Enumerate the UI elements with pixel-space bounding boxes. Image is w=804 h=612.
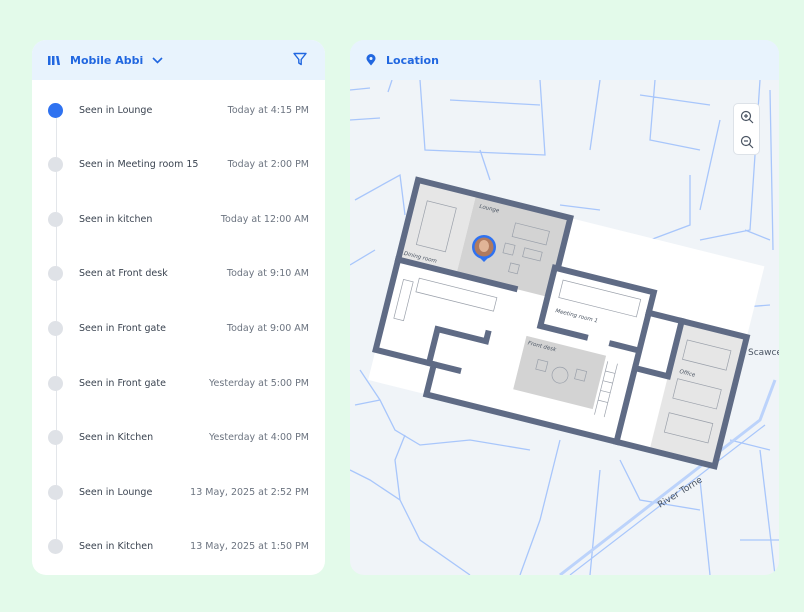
timeline-dot xyxy=(48,430,63,446)
history-label: Seen at Front desk xyxy=(79,268,168,280)
chevron-down-icon xyxy=(152,54,163,67)
history-time: Today at 2:00 PM xyxy=(227,159,309,171)
history-time: 13 May, 2025 at 2:52 PM xyxy=(190,486,309,498)
room-label-lounge: Lounge xyxy=(479,204,501,215)
room-label-office: Office xyxy=(679,369,697,379)
map-header: Location xyxy=(350,40,779,80)
history-panel: Mobile Abbi Seen in Lounge Today at 4:15 … xyxy=(32,40,325,575)
history-item[interactable]: Seen in Meeting room 15 Today at 2:00 PM xyxy=(48,155,309,175)
bars-logo-icon xyxy=(48,55,60,66)
timeline-dot xyxy=(48,375,63,391)
history-item[interactable]: Seen in Lounge Today at 4:15 PM xyxy=(48,100,309,120)
history-label: Seen in Lounge xyxy=(79,486,153,498)
timeline-dot xyxy=(48,266,63,282)
front-desk-area xyxy=(513,335,607,410)
history-label: Seen in Lounge xyxy=(79,104,153,116)
history-header: Mobile Abbi xyxy=(32,40,325,80)
history-item[interactable]: Seen at Front desk Today at 9:10 AM xyxy=(48,264,309,284)
street-label-scawcett: Scawcett xyxy=(748,348,779,358)
location-pin-icon xyxy=(366,54,376,66)
timeline-dot xyxy=(48,539,63,555)
history-time: Today at 9:00 AM xyxy=(226,322,309,334)
history-time: Yesterday at 4:00 PM xyxy=(209,432,309,444)
history-time: Yesterday at 5:00 PM xyxy=(209,377,309,389)
history-label: Seen in Kitchen xyxy=(79,541,154,553)
history-time: 13 May, 2025 at 1:50 PM xyxy=(190,541,309,553)
history-item[interactable]: Seen in kitchen Today at 12:00 AM xyxy=(48,209,309,229)
timeline-dot xyxy=(48,211,63,227)
history-item[interactable]: Seen in Kitchen 13 May, 2025 at 1:50 PM xyxy=(48,537,309,557)
history-time: Today at 9:10 AM xyxy=(226,268,309,280)
user-location-marker[interactable] xyxy=(472,235,496,262)
history-item[interactable]: Seen in Front gate Yesterday at 5:00 PM xyxy=(48,373,309,393)
map-panel: Location River Torne Scawcett Lounge Din… xyxy=(350,40,779,575)
device-selector[interactable]: Mobile Abbi xyxy=(70,54,163,67)
history-label: Seen in kitchen xyxy=(79,213,153,225)
history-label: Seen in Kitchen xyxy=(79,432,154,444)
history-item[interactable]: Seen in Front gate Today at 9:00 AM xyxy=(48,318,309,338)
history-item[interactable]: Seen in Kitchen Yesterday at 4:00 PM xyxy=(48,428,309,448)
floor-plan: Lounge Dining room Meeting room 1 Front … xyxy=(368,176,765,470)
history-label: Seen in Front gate xyxy=(79,322,166,334)
device-name: Mobile Abbi xyxy=(70,53,144,67)
roads xyxy=(350,80,779,575)
history-item[interactable]: Seen in Lounge 13 May, 2025 at 2:52 PM xyxy=(48,482,309,502)
timeline-dot xyxy=(48,320,63,336)
timeline-dot xyxy=(48,102,63,118)
zoom-in-icon[interactable] xyxy=(734,104,759,129)
timeline-dot xyxy=(48,484,63,500)
history-time: Today at 4:15 PM xyxy=(227,104,309,116)
filter-icon[interactable] xyxy=(293,52,307,69)
lounge-area xyxy=(456,194,568,297)
zoom-out-icon[interactable] xyxy=(734,129,759,154)
map-title: Location xyxy=(386,53,439,67)
timeline-dot xyxy=(48,157,63,173)
zoom-controls xyxy=(733,103,760,155)
history-time: Today at 12:00 AM xyxy=(220,213,309,225)
history-label: Seen in Front gate xyxy=(79,377,166,389)
floor-map[interactable]: River Torne Scawcett Lounge Dining room … xyxy=(350,80,779,575)
history-label: Seen in Meeting room 15 xyxy=(79,159,199,171)
